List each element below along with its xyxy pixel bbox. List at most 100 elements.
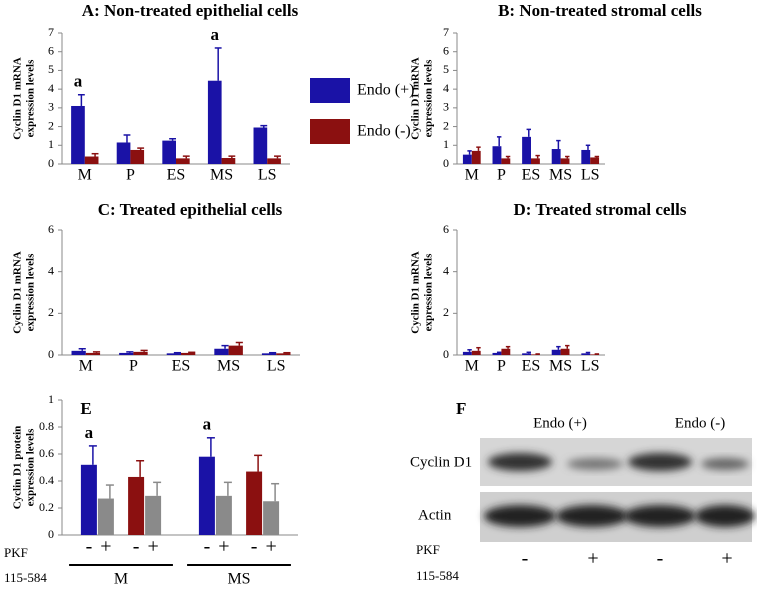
y-tick-label: 6 <box>443 43 449 57</box>
bar <box>492 352 502 355</box>
bar <box>119 352 134 355</box>
x-tick-label: - <box>204 536 211 558</box>
treatment-sign: - <box>657 548 664 570</box>
bar <box>581 149 591 164</box>
annotation: a <box>85 423 94 442</box>
blot-panel: F Endo (+) Endo (-) Cyclin D1 Actin PKF … <box>410 399 755 583</box>
y-tick-label: 2 <box>48 305 54 319</box>
y-axis-label: expression levels <box>25 253 37 331</box>
blot-band <box>628 453 692 471</box>
bar <box>198 456 215 535</box>
blot-band <box>556 505 628 527</box>
x-tick-label: P <box>129 358 138 375</box>
bar <box>214 348 229 355</box>
bar <box>71 105 85 164</box>
chart-title: E <box>80 399 91 418</box>
y-tick-label: 6 <box>48 43 54 57</box>
bar <box>263 501 280 535</box>
chart-title: A: Non-treated epithelial cells <box>82 1 299 20</box>
chart-title: B: Non-treated stromal cells <box>498 1 702 20</box>
x-tick-label: ES <box>522 358 541 375</box>
panel-label: F <box>456 399 466 418</box>
x-tick-label: LS <box>581 358 600 375</box>
x-tick-label: M <box>465 167 479 184</box>
bar <box>246 471 263 535</box>
blot-band <box>695 505 755 527</box>
y-axis-label: expression levels <box>25 59 37 137</box>
bar <box>176 158 190 164</box>
y-tick-label: 2 <box>443 305 449 319</box>
x-tick-label: MS <box>549 358 572 375</box>
x-tick-label: + <box>100 536 111 558</box>
bar <box>84 156 99 164</box>
x-tick-label: P <box>126 167 135 184</box>
bar <box>462 154 472 164</box>
y-axis-label: Cyclin D1 protein <box>12 426 24 510</box>
treatment-sign: - <box>522 548 529 570</box>
y-tick-label: 4 <box>48 81 54 95</box>
bar <box>71 350 86 355</box>
bar <box>228 345 243 355</box>
x-tick-label: + <box>265 536 276 558</box>
y-axis-label: expression levels <box>423 253 435 331</box>
bar <box>221 158 236 164</box>
x-tick-label: ES <box>172 358 191 375</box>
bar <box>462 351 472 355</box>
bar <box>501 348 511 355</box>
bar <box>116 142 131 164</box>
y-axis-label: Cyclin D1 mRNA <box>12 57 24 140</box>
y-tick-label: 7 <box>48 25 54 39</box>
y-axis-label: Cyclin D1 mRNA <box>410 251 422 334</box>
x-tick-label: M <box>78 167 92 184</box>
y-tick-label: 2 <box>443 118 449 132</box>
row-label: Cyclin D1 <box>410 454 472 470</box>
bar <box>145 495 162 535</box>
blot-band <box>701 458 749 470</box>
blot-band <box>567 458 623 470</box>
x-tick-label: LS <box>258 167 277 184</box>
y-tick-label: 0.8 <box>39 419 54 433</box>
bar <box>267 158 281 164</box>
x-tick-label: ES <box>522 167 541 184</box>
bar <box>531 158 540 164</box>
legend-swatch <box>310 78 350 103</box>
bar <box>471 150 481 164</box>
x-tick-label: + <box>218 536 229 558</box>
x-tick-label: MS <box>217 358 240 375</box>
y-tick-label: 5 <box>443 62 449 76</box>
bar <box>551 149 561 164</box>
bar <box>133 351 148 355</box>
y-tick-label: 0 <box>443 347 449 361</box>
x-tick-label: + <box>147 536 158 558</box>
blot-band <box>624 505 696 527</box>
x-tick-label: MS <box>210 167 233 184</box>
y-tick-label: 0.2 <box>39 500 54 514</box>
y-tick-label: 2 <box>48 118 54 132</box>
x-tick-label: LS <box>581 167 600 184</box>
row-label: Actin <box>418 507 452 523</box>
y-tick-label: 6 <box>48 222 54 236</box>
y-tick-label: 0.4 <box>39 473 54 487</box>
treatment-label: PKF <box>4 545 28 560</box>
y-tick-label: 3 <box>48 100 54 114</box>
chart-title: D: Treated stromal cells <box>514 200 687 219</box>
bar <box>128 476 145 535</box>
treatment-label: PKF <box>416 542 440 557</box>
y-tick-label: 7 <box>443 25 449 39</box>
x-tick-label: M <box>79 358 93 375</box>
y-tick-label: 0.6 <box>39 446 54 460</box>
column-label: Endo (+) <box>533 415 587 431</box>
x-tick-label: - <box>133 536 140 558</box>
bar <box>471 350 481 355</box>
bar <box>97 498 114 535</box>
bar <box>181 352 196 355</box>
y-axis-label: Cyclin D1 mRNA <box>12 251 24 334</box>
treatment-sign: + <box>721 548 732 570</box>
chart-title: C: Treated epithelial cells <box>98 200 283 219</box>
group-label: M <box>114 571 128 588</box>
blot-band <box>484 505 556 527</box>
x-tick-label: - <box>86 536 93 558</box>
y-tick-label: 0 <box>48 527 54 541</box>
y-tick-label: 6 <box>443 222 449 236</box>
